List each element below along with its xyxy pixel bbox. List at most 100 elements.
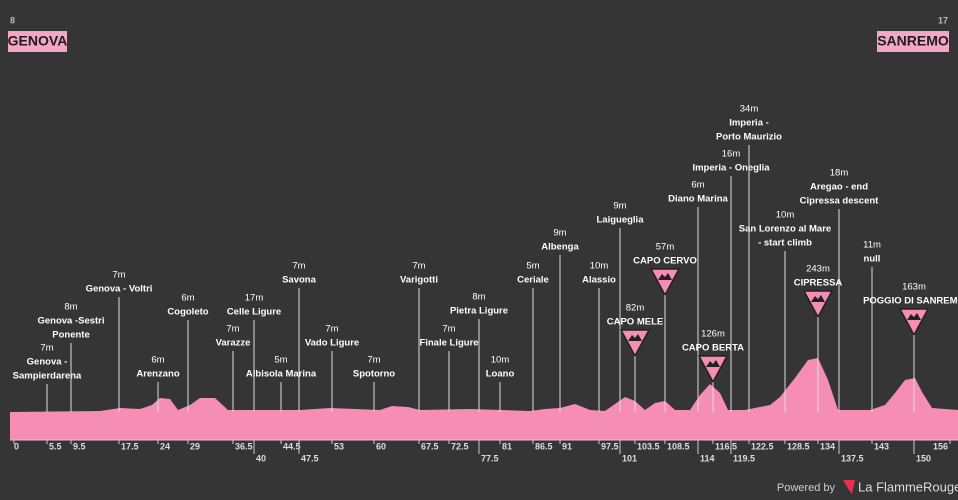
waypoint-name: Cipressa descent: [800, 196, 880, 207]
waypoint-elevation: 6m: [151, 355, 164, 366]
waypoint-name: Vado Ligure: [305, 338, 359, 349]
waypoint-elevation: 16m: [722, 149, 741, 160]
waypoint-elevation: 57m: [656, 242, 675, 253]
climb-icon: [649, 268, 681, 297]
waypoint-name: Imperia - Oneglia: [692, 163, 770, 174]
waypoint-elevation: 7m: [367, 355, 380, 366]
waypoint-name: CAPO CERVO: [633, 256, 697, 267]
waypoint-name: Imperia -: [729, 118, 769, 129]
waypoint-elevation: 18m: [830, 168, 849, 179]
waypoint-name: San Lorenzo al Mare: [739, 224, 831, 235]
km-label: 81: [502, 441, 512, 451]
km-label: 24: [160, 441, 170, 451]
waypoint-elevation: 7m: [412, 261, 425, 272]
waypoint-elevation: 243m: [806, 264, 830, 275]
km-label: 150: [916, 453, 931, 463]
start-elevation: 8: [10, 15, 15, 25]
climb-mountain: [658, 273, 672, 280]
km-label: 143: [874, 441, 889, 451]
waypoint-elevation: 126m: [701, 329, 725, 340]
waypoint-name: Albenga: [541, 242, 579, 253]
logo: [843, 480, 855, 494]
waypoint-name: Cogoleto: [167, 307, 208, 318]
climb-icon: [802, 290, 834, 319]
waypoint-name: Arenzano: [136, 369, 179, 380]
waypoint-name: Finale Ligure: [419, 338, 478, 349]
km-label: 53: [334, 441, 344, 451]
finish-elevation: 17: [938, 15, 948, 25]
km-label: 101: [622, 453, 637, 463]
km-label: 122.5: [751, 441, 774, 451]
km-label: 72.5: [451, 441, 469, 451]
km-label: 60: [376, 441, 386, 451]
km-label: 114: [700, 453, 715, 463]
km-label: 0: [14, 441, 19, 451]
km-label: 5.5: [49, 441, 62, 451]
km-label: 44.5: [283, 441, 301, 451]
waypoint-elevation: 7m: [292, 261, 305, 272]
climb-mountain: [811, 295, 825, 302]
waypoint-name: Varigotti: [400, 275, 438, 286]
waypoint-elevation: 9m: [613, 201, 626, 212]
waypoint-name: Celle Ligure: [227, 307, 281, 318]
km-label: 119.5: [733, 453, 755, 463]
powered-by: Powered by: [777, 482, 836, 494]
km-label: 47.5: [301, 453, 319, 463]
waypoint-name: Genova -: [27, 357, 68, 368]
waypoint-elevation: 6m: [691, 180, 704, 191]
waypoint-elevation: 163m: [902, 282, 926, 293]
waypoint-name: Varazze: [216, 338, 251, 349]
km-label: 86.5: [535, 441, 553, 451]
waypoint-name: Spotorno: [353, 369, 395, 380]
brand: La FlammeRouge: [858, 479, 958, 494]
start-badge: [8, 31, 67, 52]
waypoint-name: Sampierdarena: [13, 371, 82, 382]
km-label: 67.5: [421, 441, 439, 451]
km-label: 17.5: [121, 441, 139, 451]
finish-name: SANREMO: [877, 33, 949, 49]
waypoint-name: CAPO MELE: [607, 317, 663, 328]
waypoint-elevation: 7m: [112, 270, 125, 281]
waypoint-name: POGGIO DI SANREMO: [863, 296, 958, 307]
km-label: 40: [256, 453, 266, 463]
climb-mountain: [628, 334, 642, 341]
waypoint-elevation: 7m: [226, 324, 239, 335]
waypoint-name: Laigueglia: [597, 215, 645, 226]
km-label: 97.5: [601, 441, 619, 451]
km-label: 91: [562, 441, 572, 451]
waypoint-name: Pietra Ligure: [450, 306, 508, 317]
waypoint-name: null: [864, 254, 881, 265]
waypoint-name: Loano: [486, 369, 515, 380]
waypoint-elevation: 5m: [526, 261, 539, 272]
climb-icon: [697, 355, 729, 384]
waypoint-name: CIPRESSA: [794, 278, 843, 289]
waypoint-elevation: 6m: [181, 293, 194, 304]
km-label: 36.5: [235, 441, 253, 451]
waypoint-elevation: 10m: [590, 261, 609, 272]
waypoint-name: Savona: [282, 275, 317, 286]
waypoint-name: Alassio: [582, 275, 616, 286]
km-label: 137.5: [841, 453, 864, 463]
waypoint-elevation: 11m: [863, 240, 881, 251]
waypoint-name: Aregao - end: [810, 182, 868, 193]
waypoint-elevation: 9m: [553, 228, 566, 239]
waypoint-name: Genova -Sestri: [37, 316, 104, 327]
waypoint-elevation: 8m: [64, 302, 77, 313]
km-label: 77.5: [481, 453, 499, 463]
climb-icon: [898, 308, 930, 337]
waypoint-name: - start climb: [758, 238, 812, 249]
profile: [10, 358, 958, 440]
waypoint-elevation: 5m: [274, 355, 287, 366]
waypoint-name: CAPO BERTA: [682, 343, 744, 354]
waypoint-name: Porto Maurizio: [716, 132, 782, 143]
waypoint-elevation: 34m: [740, 104, 759, 115]
finish-badge: [877, 31, 949, 52]
waypoint-elevation: 7m: [442, 324, 455, 335]
km-label: 108.5: [667, 441, 690, 451]
waypoint-name: Ceriale: [517, 275, 549, 286]
climb-mountain: [706, 360, 720, 367]
waypoint-name: Ponente: [52, 330, 89, 341]
waypoint-elevation: 10m: [776, 210, 795, 221]
waypoint-name: Genova - Voltri: [86, 284, 153, 295]
